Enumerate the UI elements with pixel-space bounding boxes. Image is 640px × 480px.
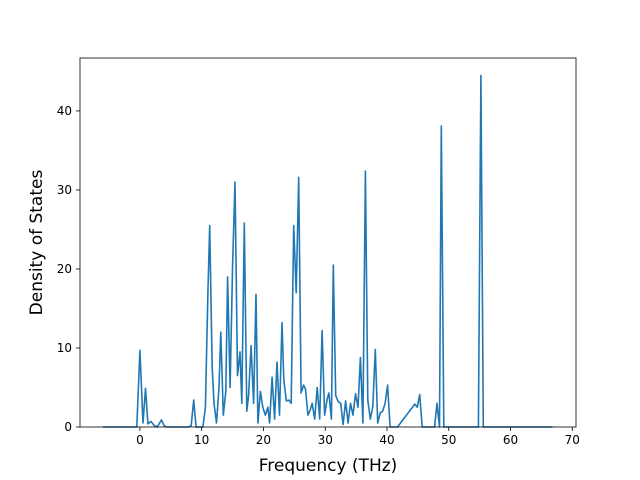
dos-series-line [102, 74, 553, 428]
x-tick-label: 40 [379, 433, 394, 447]
y-axis-label: Density of States [27, 170, 47, 316]
x-tick-label: 30 [318, 433, 333, 447]
x-tick-label: 60 [503, 433, 518, 447]
y-tick-label: 20 [57, 262, 72, 276]
x-tick-label: 20 [256, 433, 271, 447]
x-tick-label: 70 [565, 433, 580, 447]
x-axis: 0 10 20 30 40 50 60 70 [136, 427, 580, 447]
axes-frame [79, 57, 577, 428]
y-tick-label: 0 [64, 420, 72, 434]
y-axis: 0 10 20 30 40 [57, 104, 80, 434]
y-tick-label: 40 [57, 104, 72, 118]
x-tick-label: 50 [441, 433, 456, 447]
x-axis-label: Frequency (THz) [259, 456, 398, 476]
series-layer [102, 74, 553, 428]
y-tick-label: 10 [57, 341, 72, 355]
x-tick-label: 0 [136, 433, 144, 447]
y-tick-label: 30 [57, 183, 72, 197]
x-tick-label: 10 [194, 433, 209, 447]
